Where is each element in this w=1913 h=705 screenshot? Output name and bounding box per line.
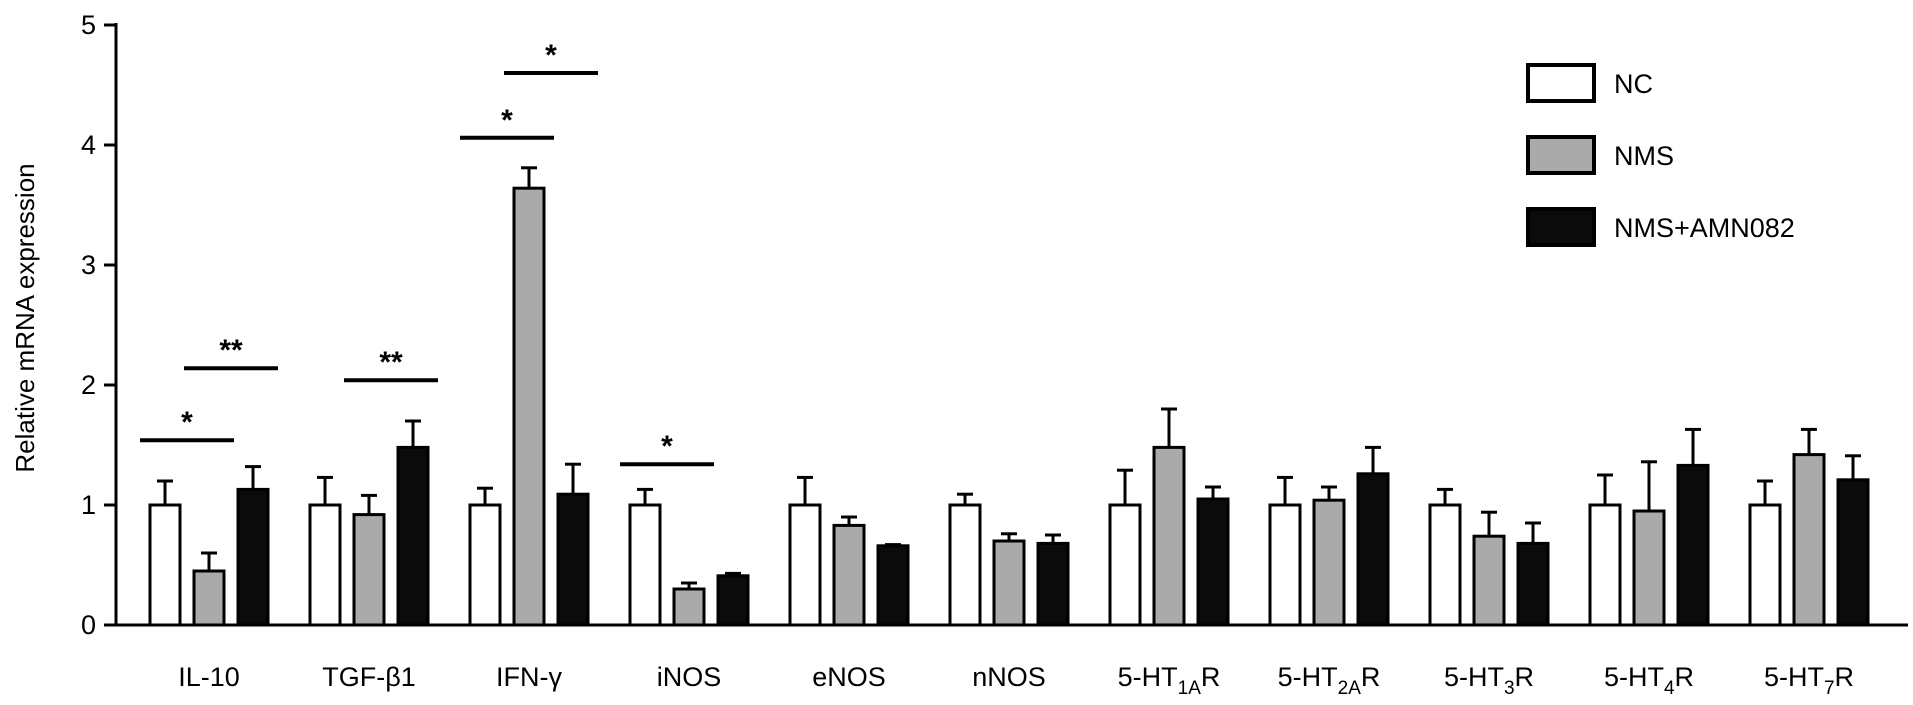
bar-nms-amn082 [1836, 478, 1870, 627]
y-tick-label: 4 [81, 130, 96, 160]
significance-label: * [661, 430, 673, 463]
bar-nc [308, 503, 342, 627]
bar-nms-amn082 [876, 544, 910, 627]
bar-nc [1428, 503, 1462, 627]
significance-label: ** [379, 346, 403, 379]
bar-nms [1152, 445, 1186, 627]
bar-nc [148, 503, 182, 627]
legend-swatch [1526, 63, 1596, 103]
x-tick-label: iNOS [657, 662, 722, 692]
bar-nms [1312, 498, 1346, 627]
bar-nms [352, 513, 386, 627]
x-tick-label: 5-HT7R [1764, 662, 1854, 699]
y-tick-label: 1 [81, 490, 96, 520]
bar-nc [788, 503, 822, 627]
bar-nc [1748, 503, 1782, 627]
bar-nms-amn082 [1356, 472, 1390, 627]
bar-nms-amn082 [1676, 463, 1710, 627]
bar-nc [628, 503, 662, 627]
bars [148, 166, 1870, 627]
bar-nms-amn082 [716, 574, 750, 627]
y-axis-label: Relative mRNA expression [10, 163, 40, 472]
bar-nms-amn082 [236, 487, 270, 627]
x-tick-label: nNOS [972, 662, 1046, 692]
legend-swatch [1526, 135, 1596, 175]
y-tick-label: 3 [81, 250, 96, 280]
y-tick-label: 5 [81, 10, 96, 40]
bar-nms [192, 569, 226, 627]
x-tick-label: 5-HT3R [1444, 662, 1534, 699]
bar-nms [832, 523, 866, 627]
significance-label: * [501, 104, 513, 137]
bar-nms-amn082 [1036, 541, 1070, 627]
bar-nms-amn082 [1516, 541, 1550, 627]
legend-label: NMS+AMN082 [1614, 213, 1795, 243]
legend: NC NMS NMS+AMN082 [1526, 63, 1795, 247]
significance-label: * [545, 39, 557, 72]
x-tick-label: 5-HT1AR [1118, 662, 1221, 699]
bar-nc [1268, 503, 1302, 627]
bar-nms [672, 587, 706, 627]
significance-label: ** [219, 334, 243, 367]
legend-swatch [1526, 207, 1596, 247]
x-tick-label: eNOS [812, 662, 886, 692]
x-tick-label: 5-HT2AR [1278, 662, 1381, 699]
legend-label: NMS [1614, 141, 1674, 171]
x-tick-label: TGF-β1 [322, 662, 416, 692]
bar-nms [512, 186, 546, 627]
bar-nms [1632, 509, 1666, 627]
bar-nc [1108, 503, 1142, 627]
bar-nms-amn082 [396, 445, 430, 627]
bar-nc [948, 503, 982, 627]
x-axis-tick-labels: IL-10 TGF-β1 IFN-γ iNOS eNOS nNOS 5-HT1AR 5-HT2… [178, 662, 1854, 699]
significance-markers: *** ***** [140, 39, 714, 467]
bar-nms [992, 539, 1026, 627]
bar-nc [468, 503, 502, 627]
y-tick-label: 0 [81, 610, 96, 640]
bar-nms [1792, 453, 1826, 627]
legend-label: NC [1614, 69, 1653, 99]
bar-nms [1472, 534, 1506, 627]
bar-nc [1588, 503, 1622, 627]
bar-nms-amn082 [1196, 497, 1230, 627]
y-tick-label: 2 [81, 370, 96, 400]
bar-nms-amn082 [556, 492, 590, 627]
significance-label: * [181, 406, 193, 439]
x-tick-label: 5-HT4R [1604, 662, 1694, 699]
x-tick-label: IFN-γ [496, 662, 562, 692]
x-tick-label: IL-10 [178, 662, 240, 692]
